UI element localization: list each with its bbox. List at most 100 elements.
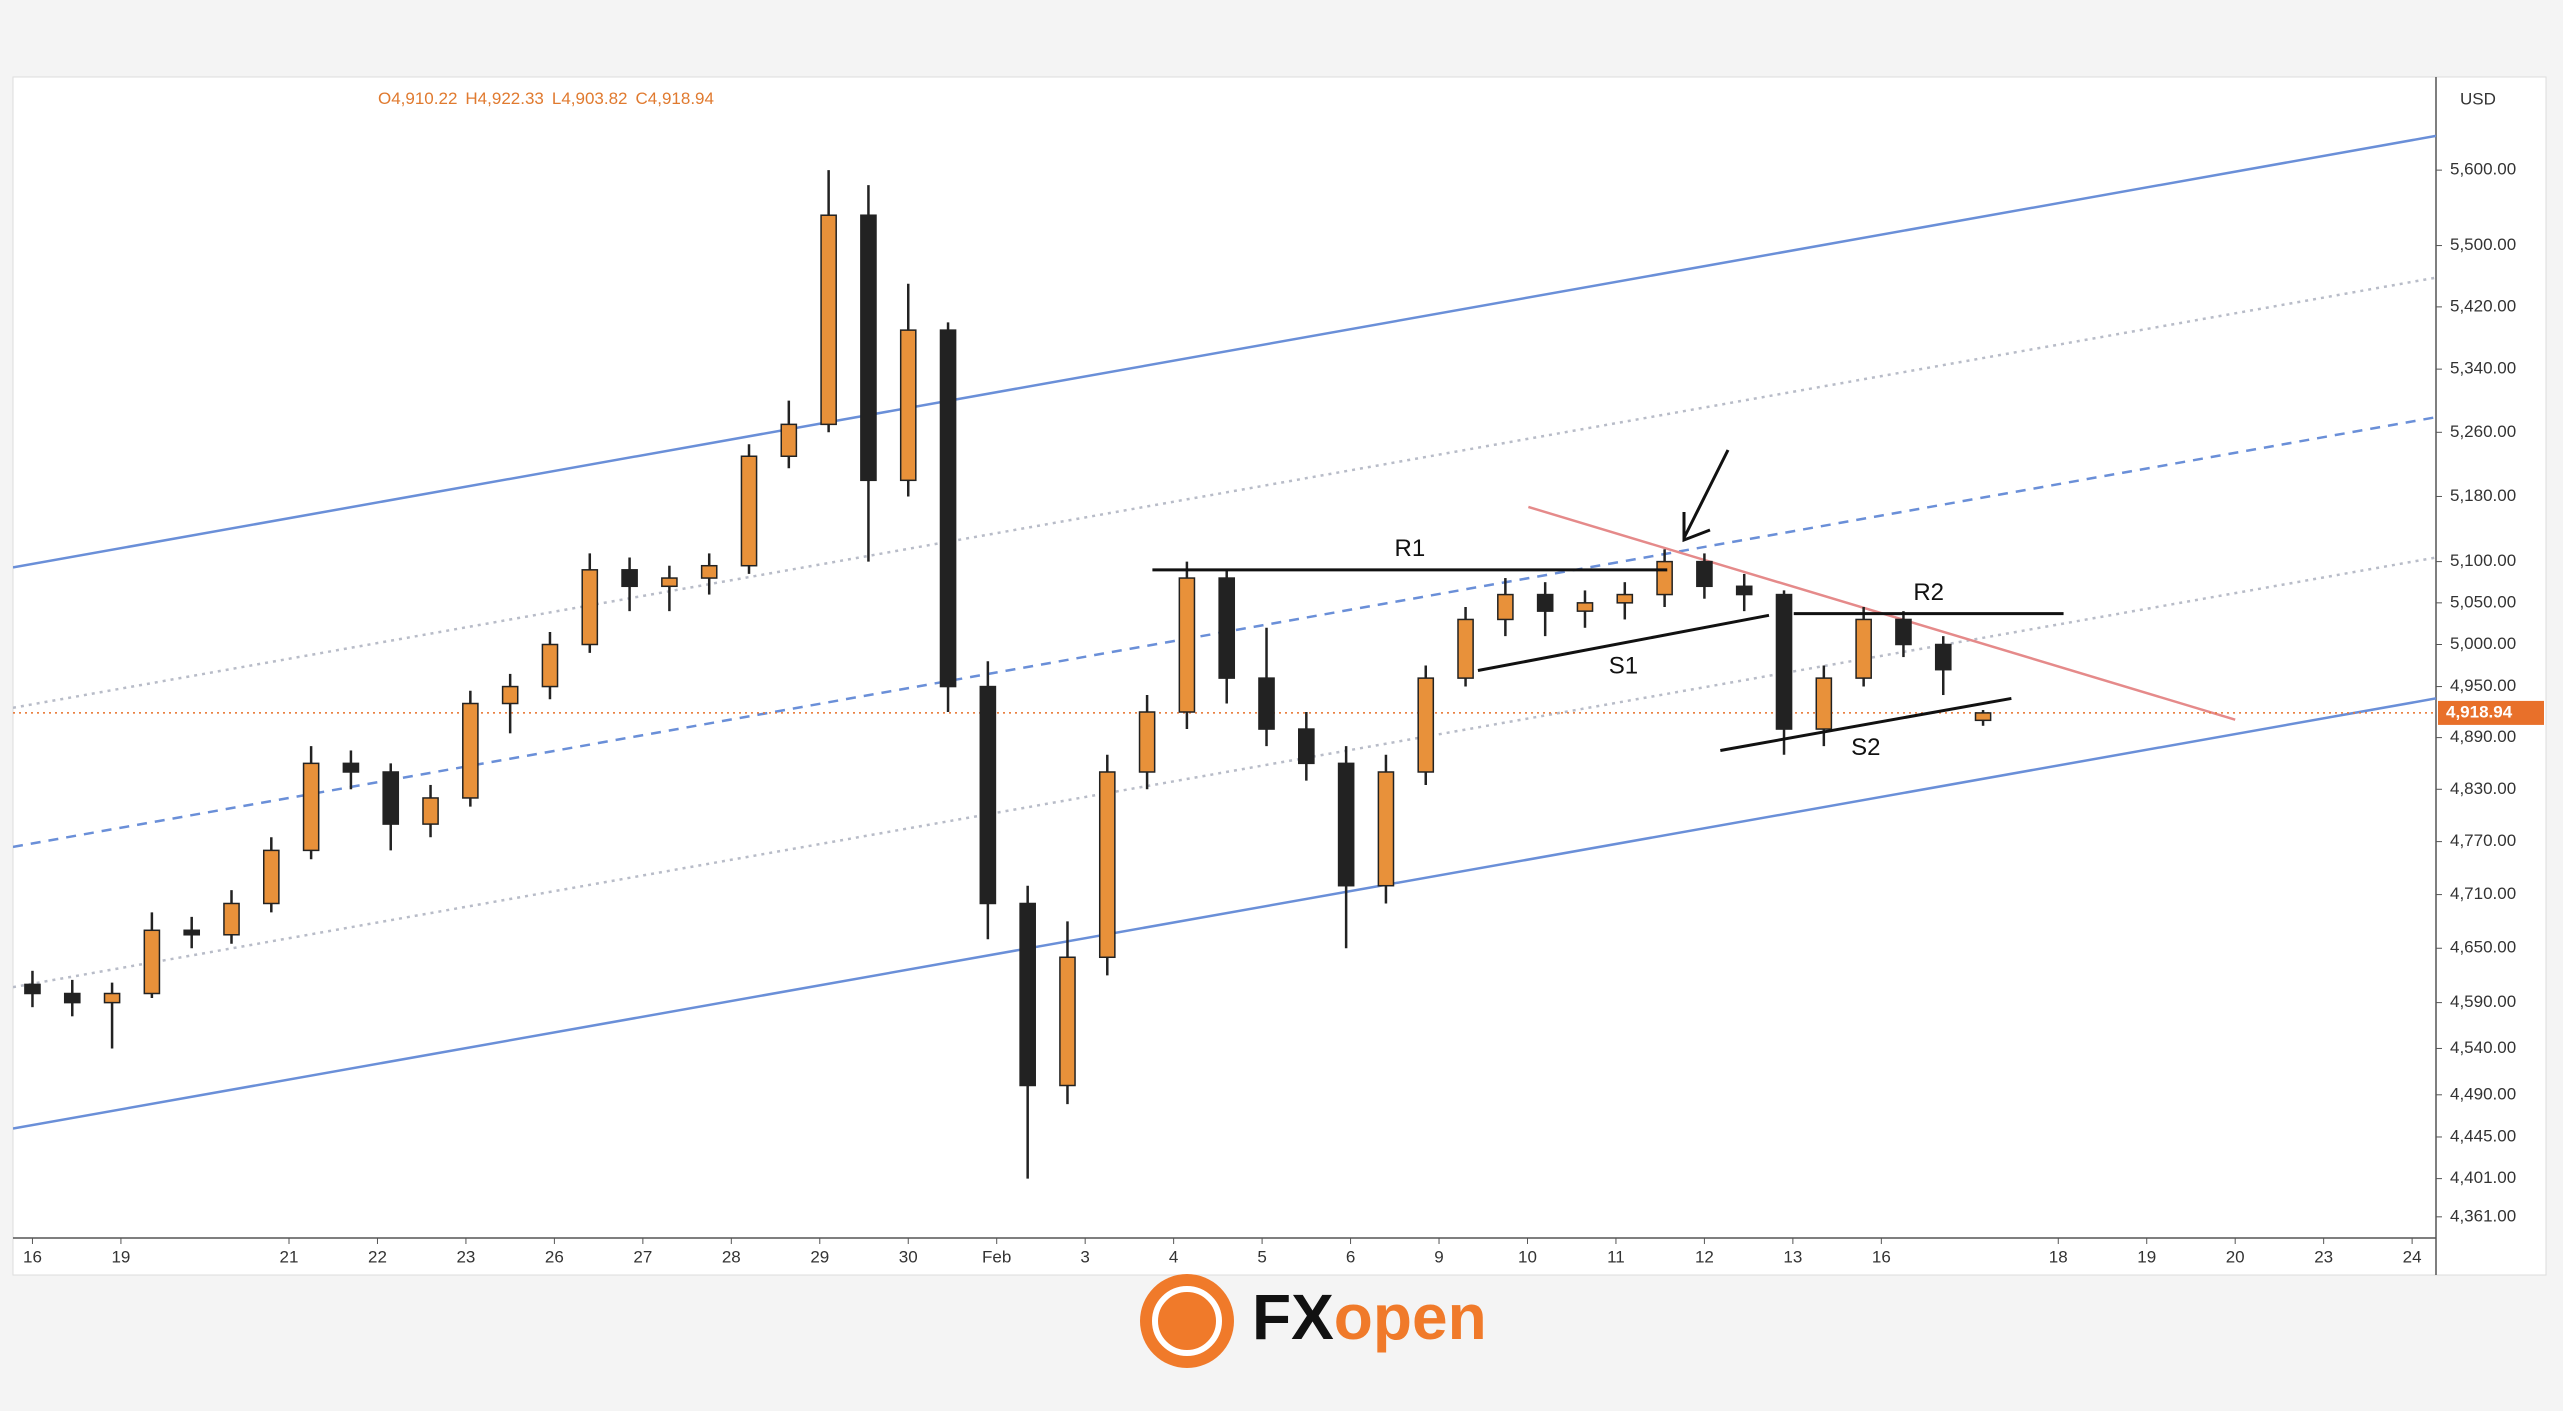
candle-body (183, 929, 201, 936)
level-label: R1 (1394, 535, 1425, 562)
candle-body (1457, 618, 1474, 679)
y-tick-label: 4,650.00 (2450, 938, 2516, 957)
y-tick-label: 4,890.00 (2450, 727, 2516, 746)
x-tick-label: 22 (368, 1247, 387, 1266)
y-tick-label: 5,600.00 (2450, 160, 2516, 179)
candle-body (143, 929, 161, 995)
x-tick-label: 29 (810, 1247, 829, 1266)
y-tick-label: 4,950.00 (2450, 676, 2516, 695)
candle-body (740, 455, 758, 567)
channel-line (13, 697, 2436, 1130)
x-tick-label: 19 (2137, 1247, 2156, 1266)
candle-body (1576, 602, 1594, 612)
candle-body (1855, 618, 1872, 679)
x-tick-label: 4 (1169, 1247, 1178, 1266)
candle-body (262, 849, 280, 905)
level-label: S1 (1609, 652, 1638, 679)
x-tick-label: 16 (1872, 1247, 1891, 1266)
currency: USD (2460, 89, 2496, 108)
candle-body (1337, 762, 1355, 887)
level-label: R2 (1913, 579, 1944, 606)
x-tick-label: 11 (1607, 1247, 1625, 1266)
x-tick-label: 23 (456, 1247, 475, 1266)
candle-body (661, 577, 678, 588)
x-tick-label: 26 (545, 1247, 564, 1266)
channel-line (13, 556, 2436, 989)
y-tick-label: 4,445.00 (2450, 1126, 2516, 1145)
x-tick-label: 12 (1695, 1247, 1714, 1266)
candle-body (860, 214, 877, 482)
ohlc-header: O4,910.22 H4,922.33 L4,903.82 C4,918.94 (378, 89, 714, 108)
x-tick-label: 21 (280, 1247, 299, 1266)
y-tick-label: 5,420.00 (2450, 296, 2516, 315)
y-tick-label: 4,401.00 (2450, 1168, 2516, 1187)
candle-body (820, 214, 837, 426)
candle-body (1616, 593, 1634, 604)
x-tick-label: 13 (1783, 1247, 1802, 1266)
candle-body (899, 329, 917, 482)
candle-body (1934, 643, 1952, 671)
candle-body (541, 643, 559, 688)
ohlc-value: H4,922.33 (465, 89, 543, 108)
x-tick-label: 18 (2049, 1247, 2068, 1266)
logo-fx: FX (1252, 1281, 1334, 1353)
y-tick-label: 5,000.00 (2450, 634, 2516, 653)
channel-line (13, 134, 2436, 569)
y-tick-label: 4,540.00 (2450, 1038, 2516, 1057)
candle-body (780, 423, 798, 457)
y-tick-label: 5,260.00 (2450, 422, 2516, 441)
x-tick-label: 19 (111, 1247, 130, 1266)
x-tick-label: 27 (633, 1247, 652, 1266)
candle-body (1974, 712, 1992, 722)
candle-body (1098, 771, 1116, 959)
x-tick-label: 16 (23, 1247, 42, 1266)
plot-area (13, 134, 2436, 1179)
annotation-arrow (1682, 449, 1730, 543)
x-tick-label: 5 (1257, 1247, 1266, 1266)
x-tick-label: 28 (722, 1247, 741, 1266)
candle-body (1298, 728, 1315, 765)
candle-body (1656, 560, 1673, 596)
candle-body (1735, 585, 1753, 596)
candle-body (1895, 618, 1912, 646)
y-tick-label: 4,710.00 (2450, 884, 2516, 903)
last-price-box (2438, 700, 2544, 725)
candle-body (63, 992, 81, 1004)
ohlc-value: L4,903.82 (552, 89, 628, 108)
y-tick-label: 5,100.00 (2450, 551, 2516, 570)
arrow-shaft (1682, 449, 1730, 539)
candle-body (700, 564, 718, 579)
y-tick-label: 5,340.00 (2450, 359, 2516, 378)
candle-body (24, 983, 41, 995)
candle-body (1059, 956, 1076, 1087)
y-tick-label: 5,050.00 (2450, 592, 2516, 611)
candle-body (1178, 577, 1196, 713)
x-tick-label: 6 (1346, 1247, 1355, 1266)
level-line (1720, 696, 2012, 752)
level-line (1477, 613, 1770, 672)
y-tick-label: 4,361.00 (2450, 1206, 2516, 1225)
candle-body (979, 685, 997, 905)
logo-icon-ring (1152, 1286, 1222, 1356)
candle-body (302, 762, 320, 852)
candle-body (1497, 593, 1514, 621)
candle-body (382, 771, 400, 825)
candle-body (422, 797, 439, 825)
candle-body (621, 569, 638, 588)
y-tick-label: 4,830.00 (2450, 779, 2516, 798)
candle-body (1218, 577, 1236, 679)
candle-body (501, 685, 519, 705)
candle-body (1775, 593, 1793, 730)
x-tick-label: 3 (1080, 1247, 1089, 1266)
y-tick-label: 5,500.00 (2450, 235, 2516, 254)
candle-body (1417, 677, 1435, 773)
arrow-head (1682, 512, 1711, 543)
level-label: S2 (1851, 734, 1880, 761)
candle-body (1019, 902, 1036, 1087)
y-tick-label: 4,590.00 (2450, 992, 2516, 1011)
candle-body (103, 992, 121, 1004)
logo-open: open (1334, 1281, 1487, 1353)
candle-body (581, 569, 599, 646)
